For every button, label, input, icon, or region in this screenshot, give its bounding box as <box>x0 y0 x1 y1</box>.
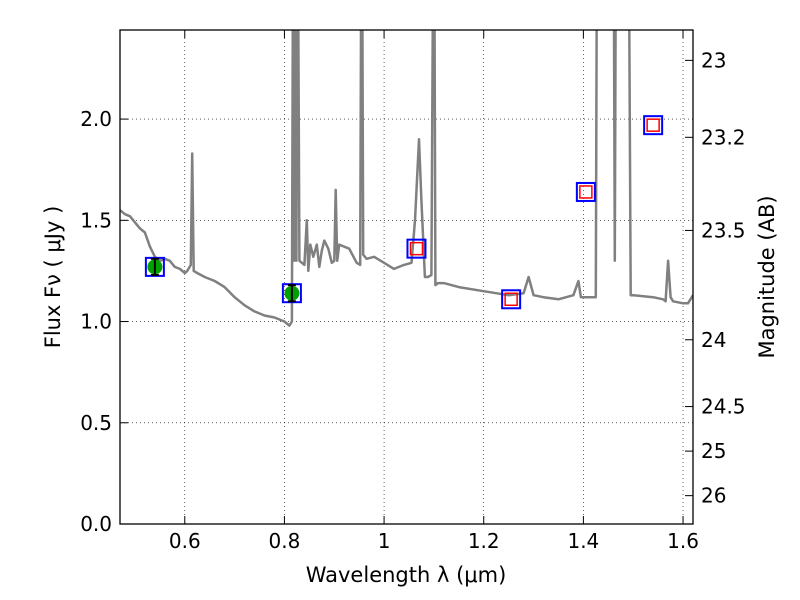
y-axis-right-label: Magnitude (AB) <box>755 195 779 358</box>
x-tick-label: 1.2 <box>468 529 500 553</box>
y-right-tick-label: 23.5 <box>701 218 746 242</box>
x-tick-label: 1.6 <box>667 529 699 553</box>
y-axis-label: Flux Fν ( μJy ) <box>41 206 65 349</box>
axis-ticks: 0.6 0.8 1 1.2 1.4 1.6 0.0 0.5 1.0 1.5 2.0 23 23.2 23.… <box>80 30 746 553</box>
upper-limit-marker <box>579 185 593 199</box>
model-flux-box-marker <box>643 115 664 136</box>
model-flux-box-marker <box>501 289 522 310</box>
y-right-tick-label: 26 <box>701 484 726 508</box>
y-tick-label: 1.5 <box>80 208 112 232</box>
upper-limit-marker <box>646 118 660 132</box>
x-axis-label: Wavelength λ (μm) <box>306 563 507 587</box>
x-tick-label: 1.4 <box>567 529 599 553</box>
y-right-tick-label: 25 <box>701 439 726 463</box>
model-flux-box-marker <box>406 238 427 259</box>
y-right-tick-label: 23 <box>701 48 726 72</box>
y-tick-label: 2.0 <box>80 107 112 131</box>
x-tick-label: 1 <box>378 529 391 553</box>
model-flux-box-marker <box>575 181 596 202</box>
y-right-tick-label: 24 <box>701 328 726 352</box>
y-right-tick-label: 24.5 <box>701 395 746 419</box>
y-tick-label: 0.5 <box>80 411 112 435</box>
x-tick-label: 0.6 <box>169 529 201 553</box>
model-spectrum-line <box>120 30 693 327</box>
y-tick-label: 0.0 <box>80 512 112 536</box>
upper-limit-marker <box>409 241 424 256</box>
axes-frame <box>119 29 694 525</box>
plot-area <box>120 30 693 327</box>
x-tick-label: 0.8 <box>269 529 301 553</box>
y-tick-label: 1.0 <box>80 310 112 334</box>
y-right-tick-label: 23.2 <box>701 125 746 149</box>
upper-limit-marker <box>504 292 518 307</box>
